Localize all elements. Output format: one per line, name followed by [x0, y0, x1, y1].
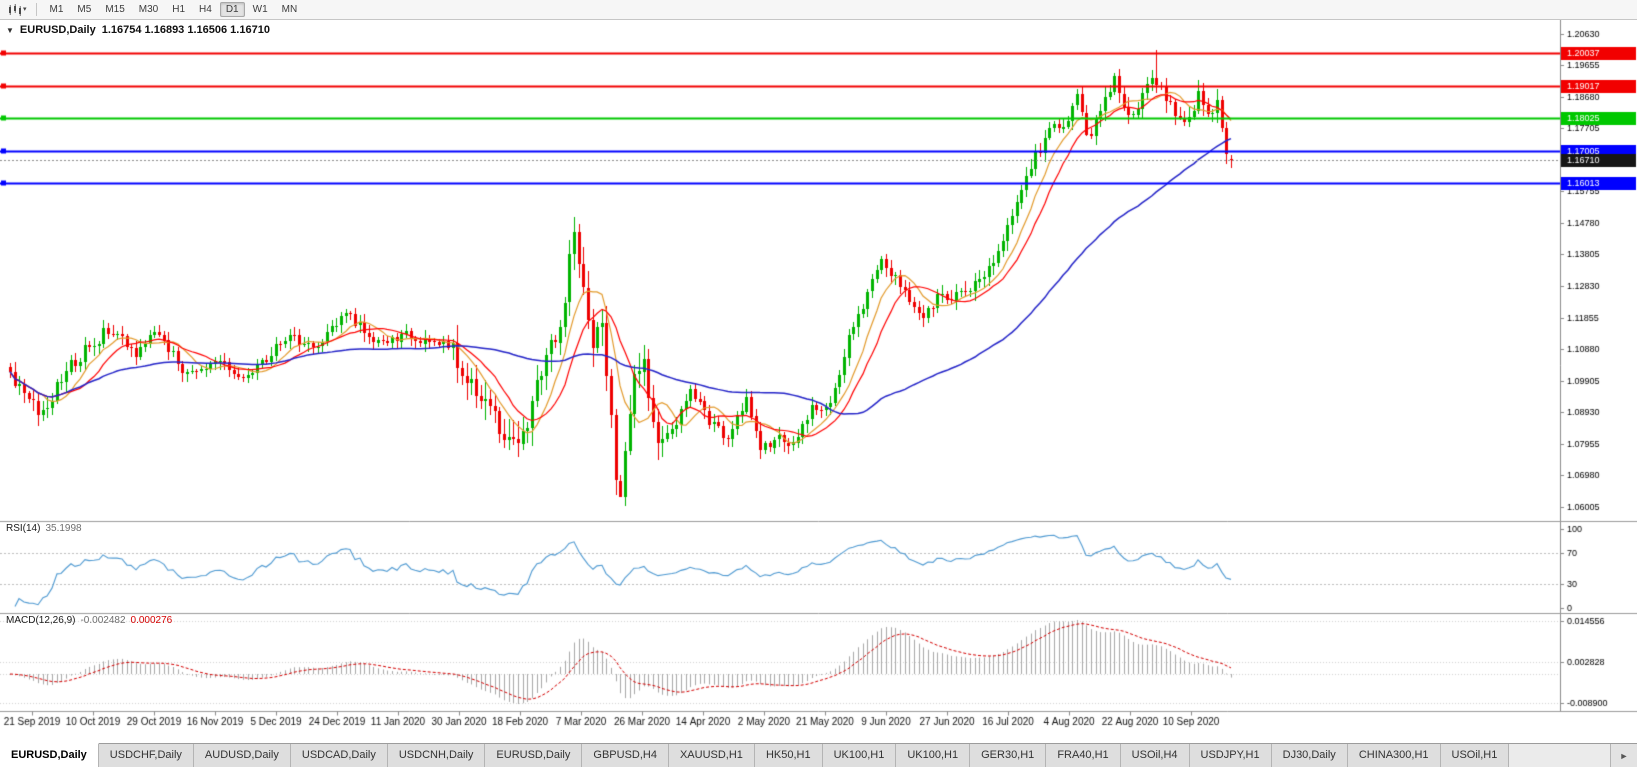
timeframe-button-m5[interactable]: M5	[71, 2, 97, 17]
chart-tab-fra40-h1[interactable]: FRA40,H1	[1046, 744, 1121, 767]
chevron-down-icon: ▾	[23, 6, 27, 13]
chart-tab-uk100-h1[interactable]: UK100,H1	[822, 744, 897, 767]
chart-tab-uk100-h1[interactable]: UK100,H1	[896, 744, 971, 767]
chart-title: ▼ EURUSD,Daily 1.16754 1.16893 1.16506 1…	[6, 24, 270, 36]
timeframe-button-d1[interactable]: D1	[219, 2, 245, 17]
chart-tab-ger30-h1[interactable]: GER30,H1	[970, 744, 1047, 767]
timeframe-button-m15[interactable]: M15	[99, 2, 130, 17]
timeframe-buttons: M1 M5 M15 M30 H1 H4 D1 W1 MN	[43, 2, 305, 17]
macd-indicator-label: MACD(12,26,9) -0.002482 0.000276	[6, 615, 172, 626]
chart-tab-gbpusd-h4[interactable]: GBPUSD,H4	[582, 744, 669, 767]
macd-name: MACD(12,26,9)	[6, 615, 76, 626]
timeframe-button-m1[interactable]: M1	[44, 2, 70, 17]
chart-tab-eurusd-daily[interactable]: EURUSD,Daily	[0, 743, 99, 767]
timeframe-button-m30[interactable]: M30	[133, 2, 164, 17]
chart-tab-audusd-daily[interactable]: AUDUSD,Daily	[193, 744, 291, 767]
timeframe-button-mn[interactable]: MN	[276, 2, 304, 17]
collapse-triangle-icon[interactable]: ▼	[6, 25, 14, 35]
chart-tab-eurusd-daily[interactable]: EURUSD,Daily	[485, 744, 583, 767]
chart-canvas[interactable]	[0, 20, 1637, 743]
macd-main-value: -0.002482	[80, 615, 126, 626]
chart-tab-hk50-h1[interactable]: HK50,H1	[754, 744, 823, 767]
timeframe-button-w1[interactable]: W1	[247, 2, 274, 17]
chart-tab-usdjpy-h1[interactable]: USDJPY,H1	[1189, 744, 1272, 767]
toolbar-separator	[35, 3, 37, 16]
macd-signal-value: 0.000276	[130, 615, 173, 626]
chart-tab-xauusd-h1[interactable]: XAUUSD,H1	[668, 744, 755, 767]
rsi-value: 35.1998	[45, 523, 82, 534]
chart-ohlc-values: 1.16754 1.16893 1.16506 1.16710	[101, 24, 270, 36]
chart-tab-usdcnh-daily[interactable]: USDCNH,Daily	[387, 744, 486, 767]
timeframe-button-h1[interactable]: H1	[166, 2, 191, 17]
chart-tab-usoil-h4[interactable]: USOil,H4	[1120, 744, 1190, 767]
chart-tab-usdcad-daily[interactable]: USDCAD,Daily	[290, 744, 388, 767]
chart-tab-usdchf-daily[interactable]: USDCHF,Daily	[98, 744, 194, 767]
chart-tab-usoil-h1[interactable]: USOil,H1	[1440, 744, 1510, 767]
rsi-indicator-label: RSI(14) 35.1998	[6, 523, 82, 534]
chart-tabs: EURUSD,Daily USDCHF,Daily AUDUSD,Daily USDC…	[0, 743, 1637, 767]
candlestick-chart-icon	[7, 3, 22, 16]
rsi-name: RSI(14)	[6, 523, 41, 534]
chart-symbol-label: EURUSD,Daily	[19, 24, 96, 36]
tab-scroll-right-button[interactable]: ►	[1610, 744, 1637, 767]
chart-type-button[interactable]: ▾	[4, 3, 30, 16]
chart-tab-china300-h1[interactable]: CHINA300,H1	[1347, 744, 1441, 767]
timeframe-button-h4[interactable]: H4	[193, 2, 218, 17]
chart-tab-dj30-daily[interactable]: DJ30,Daily	[1271, 744, 1348, 767]
timeframe-toolbar: ▾ M1 M5 M15 M30 H1 H4 D1 W1 MN	[0, 0, 1637, 20]
